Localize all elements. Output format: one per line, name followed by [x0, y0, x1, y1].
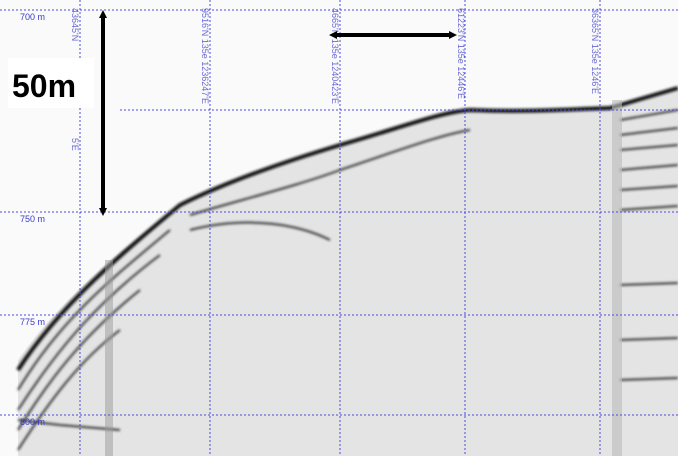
profile-figure: 700 m 750 m 775 m 800 m 43645'N 5'E 9516… [0, 0, 678, 456]
depth-label: 700 m [20, 12, 45, 22]
track-label: 4665'N 135e 1240423'E [330, 8, 340, 104]
track-label: 61223'N 135e 12446'E [456, 8, 466, 99]
track-label: 9516'N 135e 1236247'E [200, 8, 210, 104]
depth-label: 775 m [20, 317, 45, 327]
scale-label: 50m [12, 68, 76, 104]
track-label: 36365'N 135e 1246'E [590, 8, 600, 94]
depth-label: 800 m [20, 417, 45, 427]
track-label: 5'E [70, 138, 80, 151]
track-label: 43645'N [70, 8, 80, 41]
depth-label: 750 m [20, 214, 45, 224]
